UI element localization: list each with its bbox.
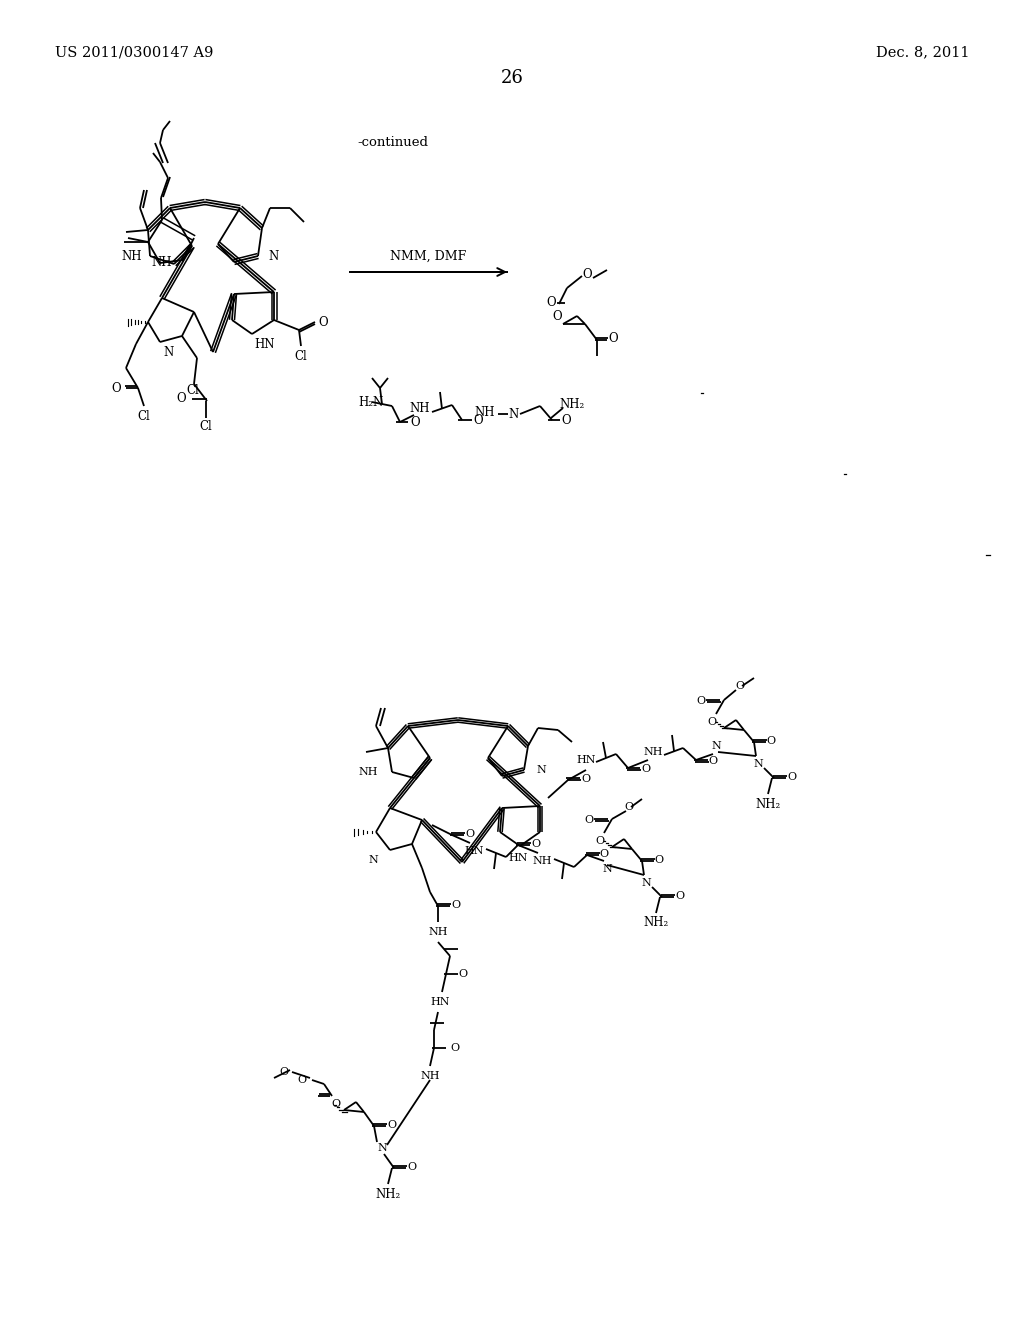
Text: HN: HN: [464, 846, 483, 855]
Text: O: O: [654, 855, 664, 865]
Text: O: O: [595, 836, 604, 846]
Text: N: N: [536, 766, 546, 775]
Text: O: O: [531, 840, 541, 849]
Text: O: O: [280, 1067, 289, 1077]
Text: Cl: Cl: [186, 384, 200, 397]
Text: O: O: [552, 309, 562, 322]
Text: O: O: [387, 1119, 396, 1130]
Text: O: O: [625, 803, 634, 812]
Text: NH: NH: [358, 767, 378, 777]
Text: O: O: [318, 315, 328, 329]
Text: NH₂: NH₂: [756, 797, 780, 810]
Text: H₂N: H₂N: [358, 396, 383, 408]
Text: O: O: [452, 900, 461, 909]
Text: O: O: [585, 814, 594, 825]
Text: N: N: [377, 1143, 387, 1152]
Text: HN: HN: [254, 338, 274, 351]
Text: O: O: [696, 696, 706, 706]
Text: O: O: [411, 416, 420, 429]
Text: O: O: [112, 381, 121, 395]
Text: NMM, DMF: NMM, DMF: [390, 249, 466, 263]
Text: Dec. 8, 2011: Dec. 8, 2011: [876, 45, 969, 59]
Text: O: O: [599, 849, 608, 859]
Text: N: N: [602, 865, 612, 874]
Text: Cl: Cl: [200, 420, 212, 433]
Text: O: O: [466, 829, 474, 840]
Text: O: O: [583, 268, 592, 281]
Text: O: O: [709, 756, 718, 766]
Text: O: O: [582, 774, 591, 784]
Text: O: O: [608, 333, 617, 346]
Text: O: O: [450, 1043, 459, 1053]
Text: N: N: [641, 878, 651, 888]
Text: N: N: [711, 741, 721, 751]
Text: O: O: [787, 772, 797, 781]
Text: NH₂: NH₂: [643, 916, 669, 929]
Text: Cl: Cl: [295, 350, 307, 363]
Text: O: O: [408, 1162, 417, 1172]
Text: O: O: [766, 737, 775, 746]
Text: 26: 26: [501, 69, 523, 87]
Text: HN: HN: [577, 755, 596, 766]
Text: NH₂: NH₂: [559, 397, 585, 411]
Text: O: O: [176, 392, 186, 405]
Text: N: N: [369, 855, 378, 865]
Text: NH: NH: [152, 256, 172, 269]
Text: N: N: [163, 346, 173, 359]
Text: NH: NH: [475, 405, 496, 418]
Text: NH₂: NH₂: [376, 1188, 400, 1201]
Text: O: O: [473, 413, 482, 426]
Text: NH: NH: [532, 855, 552, 866]
Text: N: N: [509, 408, 519, 421]
Text: Cl: Cl: [137, 409, 151, 422]
Text: O: O: [298, 1074, 307, 1085]
Text: US 2011/0300147 A9: US 2011/0300147 A9: [55, 45, 213, 59]
Text: O: O: [546, 297, 556, 309]
Text: -continued: -continued: [357, 136, 428, 149]
Text: O: O: [561, 413, 570, 426]
Text: O: O: [708, 717, 717, 727]
Text: N: N: [753, 759, 763, 770]
Text: NH: NH: [122, 249, 142, 263]
Text: O: O: [735, 681, 744, 690]
Text: NH: NH: [420, 1071, 439, 1081]
Text: O: O: [332, 1100, 341, 1109]
Text: HN: HN: [508, 853, 527, 863]
Text: NH: NH: [428, 927, 447, 937]
Text: NH: NH: [643, 747, 663, 756]
Text: HN: HN: [430, 997, 450, 1007]
Text: O: O: [676, 891, 685, 902]
Text: NH: NH: [410, 401, 430, 414]
Text: O: O: [641, 764, 650, 774]
Text: N: N: [268, 249, 279, 263]
Text: O: O: [458, 969, 467, 979]
